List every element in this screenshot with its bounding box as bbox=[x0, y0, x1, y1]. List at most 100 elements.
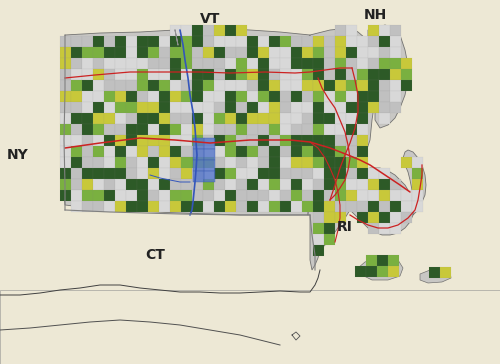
Bar bbox=[182, 157, 192, 168]
Bar bbox=[270, 157, 280, 168]
Bar bbox=[148, 179, 158, 190]
Bar bbox=[170, 36, 180, 47]
Bar bbox=[314, 157, 324, 168]
Bar bbox=[258, 80, 268, 91]
Bar bbox=[236, 25, 246, 36]
Bar bbox=[160, 124, 170, 135]
Bar bbox=[336, 179, 345, 190]
Bar bbox=[148, 113, 158, 124]
Bar bbox=[94, 157, 104, 168]
Bar bbox=[378, 255, 388, 266]
Bar bbox=[104, 69, 115, 80]
Bar bbox=[214, 179, 224, 190]
Bar bbox=[258, 135, 268, 146]
Bar bbox=[170, 179, 180, 190]
Bar bbox=[204, 179, 214, 190]
Bar bbox=[402, 80, 411, 91]
Bar bbox=[248, 47, 258, 58]
Bar bbox=[148, 146, 158, 157]
Bar bbox=[82, 135, 92, 146]
Bar bbox=[138, 124, 147, 135]
Bar bbox=[390, 201, 400, 212]
Bar bbox=[94, 135, 104, 146]
Bar bbox=[160, 91, 170, 102]
Bar bbox=[248, 190, 258, 201]
Bar bbox=[324, 91, 334, 102]
Bar bbox=[248, 201, 258, 212]
Bar bbox=[126, 102, 136, 113]
Polygon shape bbox=[420, 268, 451, 283]
Bar bbox=[324, 135, 334, 146]
Bar bbox=[204, 149, 214, 160]
Bar bbox=[336, 190, 345, 201]
Bar bbox=[346, 80, 356, 91]
Polygon shape bbox=[63, 28, 310, 215]
Bar bbox=[258, 190, 268, 201]
Bar bbox=[336, 113, 345, 124]
Bar bbox=[258, 69, 268, 80]
Bar bbox=[336, 102, 345, 113]
Bar bbox=[82, 157, 92, 168]
Bar bbox=[270, 179, 280, 190]
Bar bbox=[314, 179, 324, 190]
Bar bbox=[258, 113, 268, 124]
Bar bbox=[390, 47, 400, 58]
Bar bbox=[104, 36, 115, 47]
Bar bbox=[104, 157, 115, 168]
Bar bbox=[226, 69, 235, 80]
Bar bbox=[248, 58, 258, 69]
Bar bbox=[148, 157, 158, 168]
Bar bbox=[292, 58, 302, 69]
Bar bbox=[346, 201, 356, 212]
Bar bbox=[236, 179, 246, 190]
Bar bbox=[126, 201, 136, 212]
Bar bbox=[192, 58, 202, 69]
Bar bbox=[138, 58, 147, 69]
Bar bbox=[270, 124, 280, 135]
Bar bbox=[270, 135, 280, 146]
Bar bbox=[204, 157, 214, 168]
Bar bbox=[170, 25, 180, 36]
Bar bbox=[192, 25, 202, 36]
Bar bbox=[270, 113, 280, 124]
Bar bbox=[204, 25, 214, 36]
Bar bbox=[226, 58, 235, 69]
Bar bbox=[72, 102, 82, 113]
Bar bbox=[258, 58, 268, 69]
Bar bbox=[126, 157, 136, 168]
Bar bbox=[236, 47, 246, 58]
Bar bbox=[182, 58, 192, 69]
Bar bbox=[280, 124, 290, 135]
Bar bbox=[380, 212, 390, 223]
Bar bbox=[170, 201, 180, 212]
Bar bbox=[214, 36, 224, 47]
Bar bbox=[324, 102, 334, 113]
Bar bbox=[170, 58, 180, 69]
Bar bbox=[104, 58, 115, 69]
Bar bbox=[302, 190, 312, 201]
Bar bbox=[292, 102, 302, 113]
Bar bbox=[440, 267, 450, 278]
Bar bbox=[116, 135, 126, 146]
Bar bbox=[280, 69, 290, 80]
Bar bbox=[358, 36, 368, 47]
Bar bbox=[280, 36, 290, 47]
Bar bbox=[390, 212, 400, 223]
Bar bbox=[148, 36, 158, 47]
Bar bbox=[148, 201, 158, 212]
Bar bbox=[258, 102, 268, 113]
Bar bbox=[126, 69, 136, 80]
Bar bbox=[182, 91, 192, 102]
Bar bbox=[204, 160, 214, 171]
Bar bbox=[72, 135, 82, 146]
Text: CT: CT bbox=[145, 248, 165, 262]
Bar bbox=[302, 201, 312, 212]
Bar bbox=[324, 113, 334, 124]
Bar bbox=[60, 58, 70, 69]
Bar bbox=[160, 47, 170, 58]
Bar bbox=[192, 135, 202, 146]
Bar bbox=[204, 146, 214, 157]
Bar bbox=[104, 102, 115, 113]
Bar bbox=[292, 179, 302, 190]
Text: NY: NY bbox=[7, 148, 29, 162]
